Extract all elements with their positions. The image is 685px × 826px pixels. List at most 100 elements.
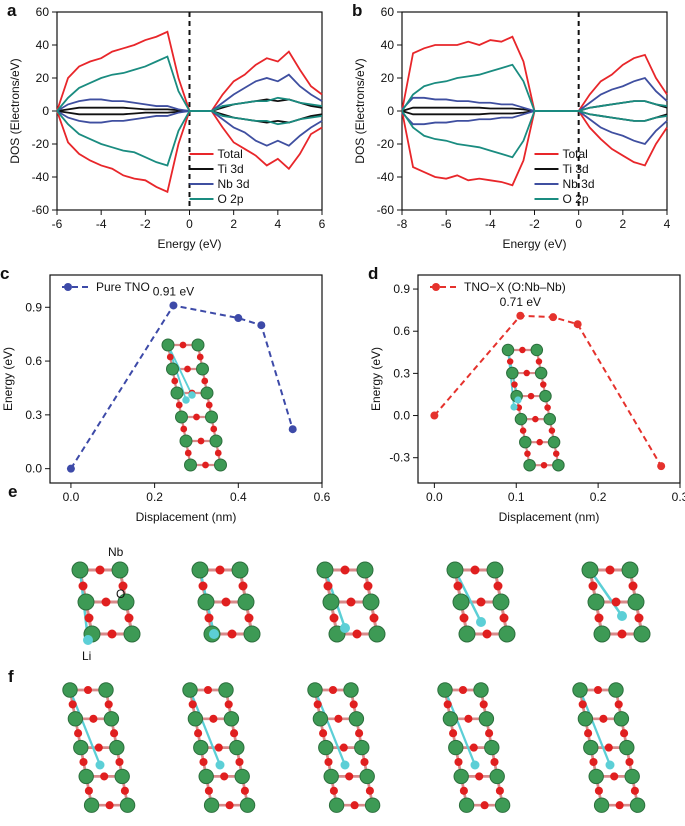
niobium-atom (484, 739, 500, 756)
oxygen-atom (110, 729, 119, 738)
oxygen-atom (611, 597, 621, 607)
oxygen-atom (115, 757, 124, 767)
x-tick-label: -2 (529, 217, 540, 231)
niobium-atom (316, 561, 334, 579)
x-tick-label: 0.6 (314, 490, 331, 504)
oxygen-atom (78, 581, 88, 591)
niobium-atom (473, 682, 489, 698)
oxygen-atom (599, 714, 608, 723)
legend-label: Ti 3d (218, 162, 244, 176)
x-tick-label: 6 (319, 217, 326, 231)
plot-frame (49, 274, 323, 484)
x-axis-label: Displacement (nm) (136, 510, 237, 524)
y-tick-label: 0.6 (393, 324, 410, 338)
niobium-atom (539, 389, 552, 403)
niobium-atom (196, 362, 209, 376)
y-tick-label: 60 (36, 5, 50, 19)
oxygen-atom (535, 358, 543, 365)
x-tick-label: -4 (485, 217, 496, 231)
lithium-atom (209, 629, 219, 639)
annotation: 0.71 eV (500, 295, 541, 309)
niobium-atom (166, 362, 179, 376)
niobium-atom (197, 593, 215, 611)
oxygen-atom (180, 425, 188, 433)
niobium-atom (356, 561, 374, 579)
x-axis-label: Energy (eV) (502, 237, 566, 251)
niobium-atom (322, 593, 340, 611)
lithium-atom (340, 760, 350, 770)
oxygen-atom (339, 743, 348, 752)
oxygen-atom (588, 581, 598, 591)
x-tick-label: -8 (397, 217, 408, 231)
y-tick-label: 0.3 (25, 408, 42, 422)
niobium-atom (73, 739, 89, 756)
oxygen-atom (204, 613, 214, 623)
niobium-atom (572, 682, 588, 698)
oxygen-atom (480, 801, 489, 810)
x-tick-label: 0.2 (146, 490, 163, 504)
niobium-atom (229, 739, 245, 756)
oxygen-atom (459, 613, 469, 623)
niobium-atom (633, 625, 651, 643)
atom-label: O (116, 587, 125, 601)
y-tick-label: -20 (377, 137, 395, 151)
atom-label: Li (82, 649, 91, 663)
legend-label: O 2p (563, 192, 589, 206)
niobium-atom (362, 593, 380, 611)
y-tick-label: 0.9 (393, 282, 410, 296)
oxygen-atom (215, 565, 225, 575)
y-tick-label: -40 (32, 170, 50, 184)
oxygen-atom (175, 401, 183, 409)
oxygen-atom (319, 729, 328, 738)
niobium-atom (577, 711, 594, 727)
niobium-atom (71, 561, 89, 579)
niobium-atom (119, 797, 136, 813)
niobium-atom (323, 768, 339, 785)
y-tick-label: -0.3 (389, 451, 410, 465)
oxygen-atom (107, 629, 117, 639)
y-tick-label: -40 (377, 170, 395, 184)
niobium-atom (543, 412, 557, 426)
oxygen-atom (630, 786, 639, 795)
oxygen-atom (83, 685, 93, 695)
niobium-atom (547, 435, 561, 449)
legend-label: Total (218, 147, 243, 161)
niobium-atom (205, 410, 218, 424)
niobium-atom (328, 797, 345, 813)
niobium-atom (343, 682, 359, 698)
oxygen-atom (196, 353, 204, 361)
y-tick-label: 60 (381, 5, 395, 19)
oxygen-atom (540, 381, 547, 388)
oxygen-atom (346, 597, 356, 607)
oxygen-atom (204, 786, 213, 795)
legend-label: Pure TNO (96, 280, 150, 294)
niobium-atom (442, 711, 459, 727)
niobium-atom (161, 338, 175, 352)
niobium-atom (446, 561, 464, 579)
lithium-atom (605, 760, 615, 770)
oxygen-atom (240, 786, 249, 795)
oxygen-atom (328, 685, 338, 695)
niobium-atom (209, 434, 223, 448)
legend-label: Ti 3d (563, 162, 589, 176)
oxygen-atom (352, 629, 362, 639)
y-tick-label: -60 (32, 203, 50, 217)
oxygen-atom (95, 565, 105, 575)
niobium-atom (478, 711, 495, 727)
data-point (573, 320, 582, 329)
plot-frame (417, 274, 681, 484)
oxygen-atom (101, 597, 111, 607)
y-axis-label: DOS (Electrons/eV) (353, 58, 367, 163)
niobium-atom (452, 593, 470, 611)
niobium-atom (111, 561, 129, 579)
oxygen-atom (610, 772, 619, 781)
oxygen-atom (493, 581, 503, 591)
niobium-atom (534, 366, 548, 380)
oxygen-atom (553, 450, 560, 457)
oxygen-atom (536, 438, 543, 446)
niobium-atom (593, 625, 611, 643)
oxygen-atom (454, 757, 463, 767)
oxygen-atom (548, 427, 556, 434)
niobium-atom (312, 711, 329, 727)
panel-label: f (8, 667, 14, 686)
